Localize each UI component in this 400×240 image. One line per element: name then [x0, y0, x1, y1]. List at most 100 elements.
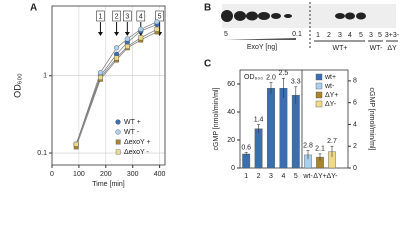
marker-label: 2	[115, 13, 119, 20]
marker-label: 5	[158, 13, 162, 20]
y-axis-label: OD₆₀₀	[12, 73, 22, 98]
dose: 0.1	[292, 31, 302, 38]
legend-label: wt+	[324, 74, 336, 81]
panel-label: B	[204, 3, 211, 14]
x-tick-label: wt-	[302, 173, 313, 180]
figure: A B C 5 0.1 ExoY [ng] 1 2 3 4 5 3 5 3+3-…	[12, 2, 400, 188]
od-label: 2.1	[315, 146, 325, 153]
od-label: 2.0	[266, 74, 276, 81]
y2-tick-label: 2	[353, 143, 357, 150]
x-tick-label: ΔY+	[313, 173, 326, 180]
dose: 5	[224, 31, 228, 38]
legend-marker	[115, 129, 121, 135]
marker-label: 4	[139, 13, 143, 20]
panel-label: A	[30, 3, 37, 14]
point	[124, 36, 130, 42]
legend-marker	[115, 139, 121, 145]
bar	[267, 87, 275, 169]
point	[114, 55, 119, 61]
lane: 2	[327, 32, 331, 39]
marker-box	[136, 10, 146, 22]
x-tick-label: 3	[269, 173, 273, 180]
series-line	[75, 21, 158, 145]
series-line	[75, 28, 158, 145]
blot-bands	[221, 10, 366, 22]
y-tick-label: 0	[231, 165, 235, 172]
panel-label: C	[204, 59, 211, 70]
lane: 5	[359, 32, 363, 39]
marker-arrowhead	[114, 32, 120, 36]
bar	[242, 153, 251, 169]
point	[154, 19, 160, 25]
y2-axis-label: cGMP [nmol/min/ml]	[368, 88, 375, 151]
x-tick-label: 0	[50, 171, 54, 178]
od-label: 3.3	[291, 79, 301, 86]
x-axis-label: Time [min]	[92, 181, 124, 188]
marker-label: 3	[125, 13, 129, 20]
point	[124, 43, 130, 49]
y2-tick-label: 8	[353, 78, 357, 85]
y2-tick-label: 0	[353, 165, 357, 172]
x-tick-label: 100	[73, 171, 85, 178]
note: OD₆₀₀	[244, 74, 263, 81]
point	[73, 141, 79, 147]
legend-marker	[115, 149, 121, 155]
x-tick-label: 2	[257, 173, 261, 180]
marker-label: 1	[98, 13, 102, 20]
group: WT+	[333, 45, 348, 52]
point	[97, 69, 104, 76]
y2-tick-label: 6	[353, 100, 357, 107]
y-tick-label: 60	[227, 81, 235, 88]
od-label: 2.8	[303, 142, 313, 149]
point	[138, 35, 144, 41]
legend-label: ΔY-	[325, 101, 337, 108]
group: WT-	[370, 45, 383, 52]
legend-label: ΔexoY +	[124, 139, 151, 146]
series-line	[75, 31, 158, 148]
series-line	[75, 24, 158, 145]
x-tick-label: 1	[244, 173, 248, 180]
x-tick-label: ΔY-	[326, 173, 338, 180]
y-tick-label: 1	[43, 73, 47, 80]
lane: 4	[348, 32, 352, 39]
x-tick-label: 300	[127, 171, 139, 178]
marker-box	[123, 10, 132, 22]
plot-frame	[51, 5, 166, 166]
marker-arrowhead	[124, 32, 130, 36]
od-label: 2.5	[279, 70, 289, 77]
lane: 5	[378, 32, 382, 39]
bar	[254, 128, 263, 169]
od-label: 2.7	[327, 138, 337, 145]
y-tick-label: 0.1	[37, 150, 47, 157]
bar	[291, 94, 300, 169]
dose-wedge	[224, 38, 296, 40]
group: ΔY	[387, 45, 397, 52]
dose-label: ExoY [ng]	[247, 44, 277, 51]
od-label: 0.6	[241, 144, 251, 151]
od-label: 1.4	[254, 116, 264, 123]
marker-box	[112, 10, 121, 22]
point	[98, 75, 103, 80]
legend-label: ΔexoY -	[124, 149, 149, 156]
marker-box	[96, 10, 105, 22]
legend-swatch	[315, 91, 323, 99]
y-tick-label: 40	[227, 109, 235, 116]
legend-swatch	[315, 82, 323, 90]
lane: 3+3-	[385, 32, 400, 39]
lane: 3	[369, 32, 373, 39]
point	[138, 26, 144, 32]
legend-label: WT -	[124, 129, 140, 136]
point	[154, 26, 160, 32]
legend-swatch	[315, 73, 323, 81]
legend-swatch	[315, 100, 323, 108]
lane: 3	[338, 32, 342, 39]
y-axis-label: cGMP [nmol/min/ml]	[213, 88, 220, 151]
y-tick-label: 20	[227, 137, 235, 144]
y2-tick-label: 4	[353, 121, 357, 128]
lane: 1	[316, 32, 320, 39]
legend-label: wt-	[324, 83, 335, 90]
x-tick-label: 4	[281, 173, 285, 180]
x-tick-label: 400	[154, 171, 166, 178]
legend-label: ΔY+	[325, 92, 338, 99]
x-tick-label: 5	[294, 173, 298, 180]
